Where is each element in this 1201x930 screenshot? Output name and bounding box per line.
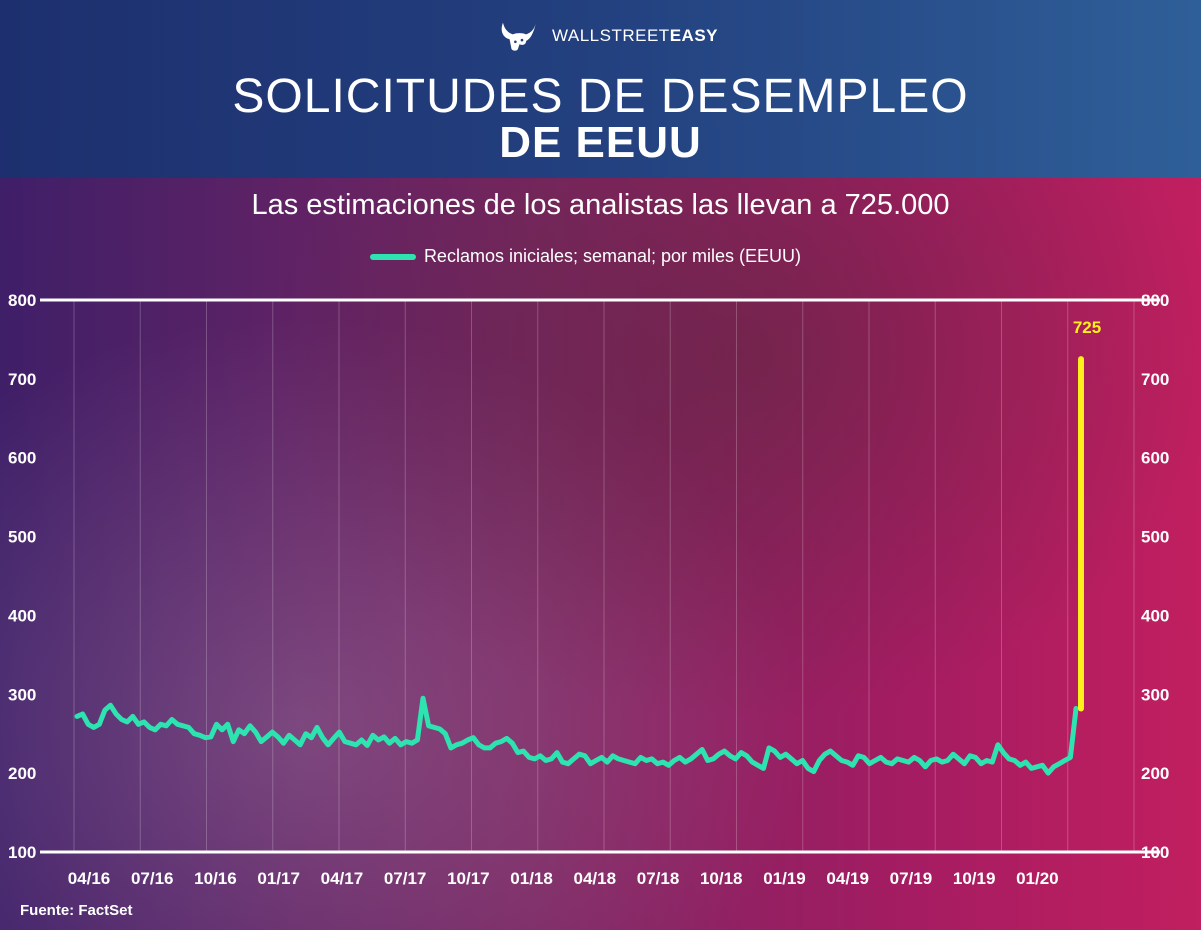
x-tick-label: 01/17: [257, 869, 300, 888]
y-tick-label-right: 700: [1141, 370, 1169, 389]
y-tick-label-left: 700: [8, 370, 36, 389]
chart-legend: Reclamos iniciales; semanal; por miles (…: [0, 246, 1201, 267]
chart-axes: [40, 298, 1160, 854]
y-tick-label-left: 100: [8, 843, 36, 862]
y-tick-label-left: 500: [8, 528, 36, 547]
projection-data-label: 725: [1073, 318, 1101, 337]
source-note: Fuente: FactSet: [20, 902, 133, 919]
x-tick-label: 04/17: [321, 869, 364, 888]
y-tick-label-right: 100: [1141, 843, 1169, 862]
x-tick-label: 01/20: [1016, 869, 1059, 888]
header-banner: WALLSTREETEASY SOLICITUDES DE DESEMPLEO …: [0, 0, 1201, 178]
x-tick-label: 04/19: [826, 869, 869, 888]
x-tick-label: 10/18: [700, 869, 743, 888]
y-tick-label-right: 200: [1141, 764, 1169, 783]
series-line-initial-claims: [74, 695, 1079, 776]
y-tick-label-right: 400: [1141, 606, 1169, 625]
y-tick-label-left: 800: [8, 291, 36, 310]
x-tick-label: 10/19: [953, 869, 996, 888]
x-tick-label: 01/19: [763, 869, 806, 888]
x-tick-label: 07/19: [890, 869, 933, 888]
chart-subtitle: Las estimaciones de los analistas las ll…: [251, 189, 950, 221]
x-tick-label: 10/16: [194, 869, 237, 888]
x-tick-label: 07/18: [637, 869, 680, 888]
x-tick-label: 07/16: [131, 869, 174, 888]
x-tick-label: 07/17: [384, 869, 427, 888]
y-tick-label-left: 300: [8, 685, 36, 704]
x-tick-label: 01/18: [510, 869, 553, 888]
chart-grid: [73, 300, 1135, 852]
logo: WALLSTREETEASY: [498, 16, 718, 56]
y-tick-label-left: 200: [8, 764, 36, 783]
x-tick-label: 04/18: [574, 869, 617, 888]
bull-logo-icon: [501, 22, 537, 51]
page-title-line2: DE EEUU: [499, 118, 702, 167]
legend-swatch: [369, 253, 416, 260]
y-tick-label-right: 300: [1141, 685, 1169, 704]
x-tick-label: 04/16: [68, 869, 111, 888]
chart-tick-labels: 100 100 200 200 300 300 400 400 500 500 600 600 700 7…: [8, 291, 1169, 888]
legend-label: Reclamos iniciales; semanal; por miles (…: [423, 246, 802, 266]
x-tick-label: 10/17: [447, 869, 490, 888]
y-tick-label-left: 600: [8, 449, 36, 468]
y-tick-label-left: 400: [8, 606, 36, 625]
brand-name: WALLSTREETEASY: [551, 26, 718, 45]
chart-series: 725: [74, 318, 1101, 776]
y-tick-label-right: 600: [1141, 449, 1169, 468]
page-title-line1: SOLICITUDES DE DESEMPLEO: [232, 70, 969, 123]
y-tick-label-right: 800: [1141, 291, 1169, 310]
y-tick-label-right: 500: [1141, 528, 1169, 547]
